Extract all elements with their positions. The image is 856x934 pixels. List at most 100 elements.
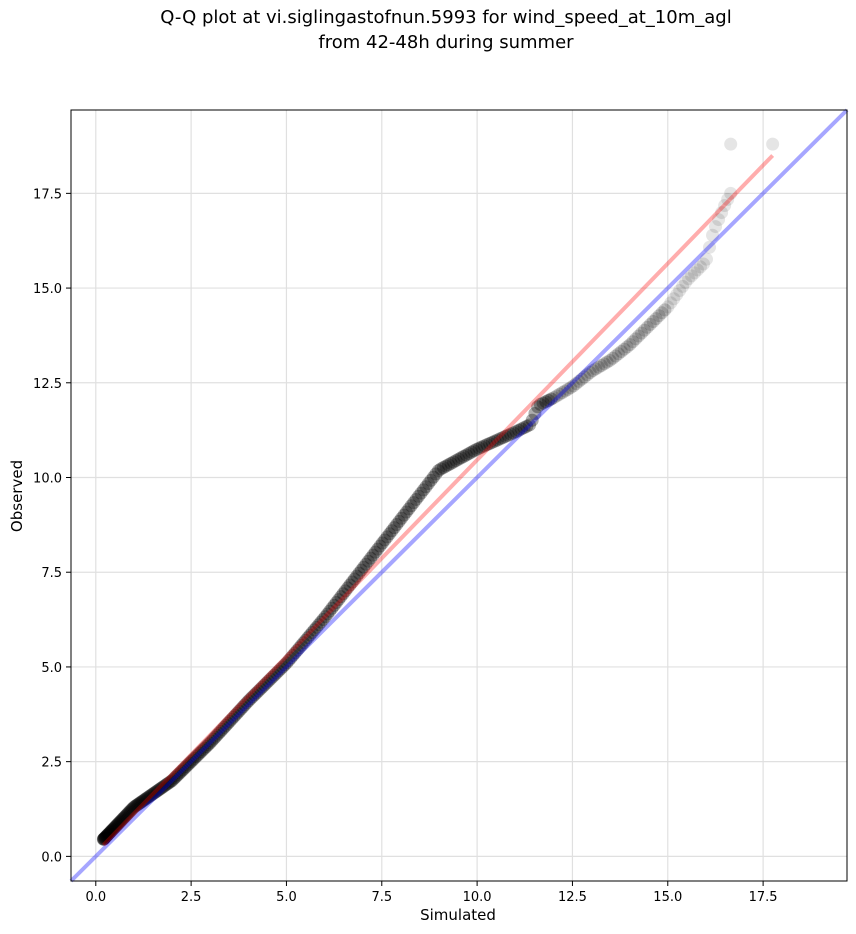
qq-point: [649, 312, 663, 326]
qq-point: [135, 794, 149, 808]
qq-point: [635, 326, 649, 340]
qq-point: [102, 827, 116, 841]
qq-point: [238, 698, 252, 712]
x-tick-label: 12.5: [558, 890, 587, 905]
qq-point: [378, 533, 392, 547]
qq-point: [517, 421, 531, 435]
qq-point: [643, 317, 657, 331]
qq-point: [232, 704, 246, 718]
qq-point: [329, 595, 343, 609]
qq-point: [276, 660, 290, 674]
qq-point: [247, 688, 261, 702]
qq-point: [257, 678, 271, 692]
qq-point: [387, 521, 401, 535]
qq-point: [550, 389, 564, 403]
qq-point: [431, 464, 445, 478]
qq-point: [491, 433, 505, 447]
chart-title-line1: Q-Q plot at vi.siglingastofnun.5993 for …: [160, 7, 731, 28]
qq-point: [215, 722, 229, 736]
qq-point: [284, 651, 298, 665]
qq-point: [454, 451, 468, 465]
y-tick-label: 15.0: [33, 282, 62, 297]
qq-point: [126, 802, 140, 816]
qq-point: [509, 425, 523, 439]
qq-point: [119, 809, 133, 823]
qq-point: [514, 422, 528, 436]
qq-point: [97, 832, 111, 846]
qq-point: [640, 320, 654, 334]
qq-point: [103, 825, 117, 839]
qq-point: [419, 480, 433, 494]
qq-point: [318, 610, 332, 624]
qq-point: [655, 306, 669, 320]
qq-point: [261, 674, 275, 688]
qq-point: [104, 825, 118, 839]
qq-point: [359, 557, 373, 571]
qq-point: [327, 598, 341, 612]
qq-point: [138, 792, 152, 806]
qq-point: [485, 435, 499, 449]
qq-point: [221, 716, 235, 730]
qq-point: [134, 795, 148, 809]
qq-point: [334, 590, 348, 604]
qq-point: [189, 750, 203, 764]
qq-point: [132, 797, 146, 811]
qq-point: [149, 785, 163, 799]
qq-point: [305, 625, 319, 639]
qq-point: [459, 448, 473, 462]
qq-point: [441, 458, 455, 472]
qq-point: [217, 720, 231, 734]
qq-point: [694, 260, 708, 274]
qq-point: [498, 429, 512, 443]
qq-point: [583, 366, 597, 380]
qq-point: [718, 199, 732, 213]
qq-point: [158, 779, 172, 793]
qq-point: [332, 593, 346, 607]
y-tick-label: 17.5: [33, 187, 62, 202]
qq-point: [173, 766, 187, 780]
qq-point: [664, 296, 678, 310]
qq-point: [164, 775, 178, 789]
qq-point: [407, 496, 421, 510]
qq-point: [417, 483, 431, 497]
qq-point: [724, 186, 738, 200]
qq-point: [352, 566, 366, 580]
qq-point: [383, 527, 397, 541]
qq-point: [575, 372, 589, 386]
qq-point: [354, 563, 368, 577]
qq-point: [307, 623, 321, 637]
qq-point: [98, 831, 112, 845]
qq-point: [253, 682, 267, 696]
qq-point: [444, 456, 458, 470]
qq-point: [470, 442, 484, 456]
qq-point: [96, 832, 110, 846]
axis-ticks: 0.0 2.5 5.0 7.5 10.0 12.5 15.0 17.5 0.0 2.5 5.0 7.5…: [33, 187, 778, 905]
qq-point: [98, 831, 112, 845]
qq-point: [178, 761, 192, 775]
qq-point: [156, 780, 170, 794]
qq-point: [210, 728, 224, 742]
qq-point: [724, 137, 738, 151]
qq-point: [611, 347, 625, 361]
qq-point: [436, 460, 450, 474]
qq-point: [338, 584, 352, 598]
qq-point: [715, 206, 729, 220]
qq-point: [345, 575, 359, 589]
y-tick-label: 0.0: [41, 850, 62, 865]
qq-point: [542, 393, 556, 407]
qq-point: [174, 764, 188, 778]
qq-point: [280, 656, 294, 670]
qq-point: [282, 653, 296, 667]
qq-point: [375, 536, 389, 550]
y-tick-label: 2.5: [41, 756, 62, 771]
chart-title-line2: from 42-48h during summer: [318, 32, 574, 53]
qq-point: [350, 569, 364, 583]
qq-point: [536, 396, 550, 410]
qq-point: [105, 823, 119, 837]
qq-point: [496, 431, 510, 445]
qq-point: [301, 631, 315, 645]
qq-point: [380, 530, 394, 544]
qq-point: [286, 648, 300, 662]
qq-point: [203, 736, 217, 750]
qq-point: [303, 628, 317, 642]
